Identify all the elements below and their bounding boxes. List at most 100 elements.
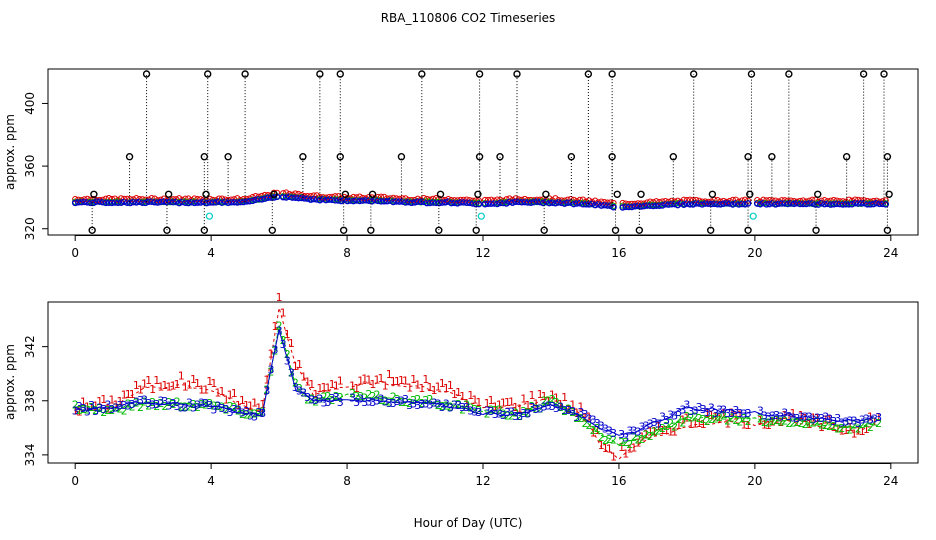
series-3-point: 3 [463, 401, 470, 414]
series-3-point: 3 [141, 393, 148, 406]
series-3-point: 3 [838, 417, 845, 430]
flagged-point [542, 190, 550, 198]
series-2-point: 2 [692, 411, 699, 424]
series-3-point: 3 [655, 418, 662, 431]
series-2-point: 2 [182, 400, 189, 413]
top-plot-frame [47, 68, 919, 236]
x-tick-label: 4 [207, 246, 215, 260]
data-point [490, 200, 498, 207]
flagged-point [418, 70, 426, 78]
series-1-point: 1 [76, 405, 83, 418]
series-3-point: 3 [594, 417, 601, 430]
series-1-point: 1 [325, 381, 332, 394]
data-point [194, 199, 201, 206]
series-3-point: 3 [378, 392, 385, 405]
chart-title: RBA_110806 CO2 Timeseries [381, 11, 556, 25]
series-2-point: 2 [602, 434, 609, 447]
series-1-point: 1 [263, 374, 270, 387]
series-2-point: 2 [541, 394, 548, 407]
series-3-point: 3 [687, 405, 694, 418]
data-point [117, 199, 125, 206]
series-2-point: 2 [516, 410, 523, 423]
series-1-point: 1 [451, 388, 458, 401]
series-2-point: 2 [639, 433, 646, 446]
series-2-point: 2 [728, 411, 735, 424]
y-tick-label: 360 [23, 155, 37, 178]
flagged-point [883, 152, 892, 161]
series-1-point: 1 [581, 412, 588, 425]
data-point [701, 200, 709, 207]
series-2-point: 2 [492, 404, 499, 417]
data-point [148, 198, 155, 206]
series-1-point: 1 [153, 374, 160, 387]
series-1-point: 1 [471, 393, 478, 406]
series-1-point: 1 [104, 403, 111, 416]
series-3-point: 3 [121, 399, 128, 412]
series-2-point: 2 [255, 406, 262, 419]
series-2-point: 2 [675, 413, 682, 426]
data-point [509, 199, 516, 206]
series-1-point: 1 [569, 398, 576, 411]
data-point [310, 195, 318, 203]
series-2-point: 2 [528, 400, 535, 413]
bottom-ylabel: approx. ppm [3, 344, 17, 420]
series-1-point: 1 [736, 409, 743, 422]
series-3-point: 3 [683, 398, 690, 411]
series-1-point: 1 [121, 389, 128, 402]
series-1-point: 1 [259, 398, 266, 411]
series-2-point: 2 [80, 403, 87, 416]
series-3-point: 3 [659, 411, 666, 424]
data-point [506, 195, 513, 202]
series-3-point: 3 [410, 397, 417, 410]
series-2-point: 2 [569, 406, 576, 419]
series-2-point: 2 [312, 395, 319, 408]
series-2-point: 2 [296, 382, 303, 395]
series-2-point: 2 [626, 438, 633, 451]
series-3-point: 3 [533, 403, 540, 416]
series-2-point: 2 [463, 399, 470, 412]
series-1-point: 1 [728, 406, 735, 419]
data-point [292, 194, 299, 201]
series-2-point: 2 [598, 431, 605, 444]
series-2-point: 2 [683, 410, 690, 423]
series-1-point: 1 [378, 372, 385, 385]
data-point [506, 198, 513, 206]
series-3-point: 3 [108, 403, 115, 416]
series-line-1 [75, 307, 874, 460]
series-2-point: 2 [227, 400, 234, 413]
flagged-point [885, 190, 893, 198]
series-1-point: 1 [838, 425, 845, 438]
series-3-point: 3 [488, 405, 495, 418]
flagged-point [859, 70, 868, 78]
data-point [659, 202, 666, 209]
series-1-point: 1 [219, 385, 226, 398]
flagged-point [768, 152, 776, 161]
series-1-point: 1 [667, 426, 674, 439]
data-point [71, 199, 79, 207]
series-2-point: 2 [320, 391, 327, 404]
data-point [515, 198, 522, 206]
series-1-point: 1 [96, 395, 103, 408]
data-point [282, 194, 290, 201]
data-point [805, 200, 813, 207]
series-3-point: 3 [451, 399, 458, 412]
series-3-point: 3 [251, 411, 258, 424]
series-1-point: 1 [586, 410, 593, 423]
series-3-point: 3 [333, 391, 340, 404]
data-point [708, 200, 715, 208]
y-tick-label: 334 [23, 443, 37, 466]
series-1-point: 1 [84, 401, 91, 414]
series-3-point: 3 [806, 410, 813, 423]
series-2-point: 2 [512, 407, 519, 420]
series-2-point: 2 [484, 408, 491, 421]
series-1-point: 1 [80, 396, 87, 409]
series-2-point: 2 [170, 398, 177, 411]
series-3-point: 3 [842, 415, 849, 428]
series-2-point: 2 [822, 419, 829, 432]
data-point [191, 195, 198, 202]
flagged-point [88, 226, 96, 235]
series-1-point: 1 [129, 388, 136, 401]
series-3-point: 3 [810, 414, 817, 427]
flagged-point [474, 190, 482, 198]
series-3-point: 3 [329, 392, 336, 405]
